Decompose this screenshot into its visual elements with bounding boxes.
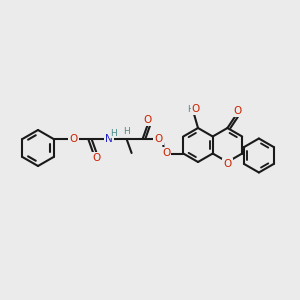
Text: O: O (143, 115, 152, 125)
Text: O: O (70, 134, 78, 144)
Text: N: N (105, 134, 112, 144)
Text: O: O (162, 148, 170, 158)
Text: O: O (192, 104, 200, 114)
Text: O: O (233, 106, 242, 116)
Text: O: O (92, 153, 101, 163)
Text: O: O (154, 134, 163, 144)
Text: H: H (123, 127, 130, 136)
Text: O: O (223, 159, 232, 169)
Text: H: H (110, 128, 117, 137)
Text: H: H (187, 104, 194, 113)
